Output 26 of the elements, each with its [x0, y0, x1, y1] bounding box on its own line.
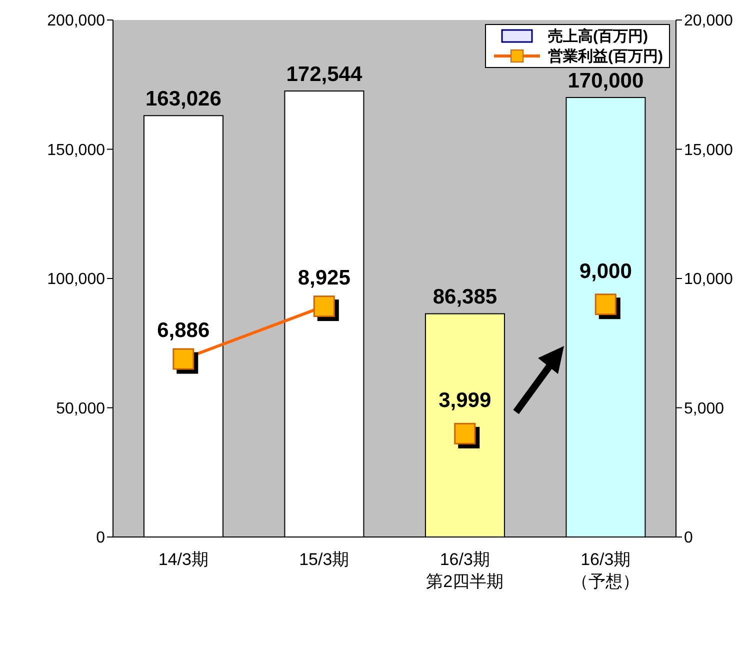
data-label: 163,026: [146, 88, 222, 111]
y-tick-label: 100,000: [47, 271, 106, 288]
point: [454, 422, 476, 444]
y2-tick-label: 5,000: [684, 400, 724, 418]
x-tick-label: 14/3期: [158, 550, 208, 569]
y2-tick-label: 0: [684, 530, 693, 547]
data-label: 9,000: [579, 260, 632, 283]
data-label: 8,925: [298, 266, 351, 290]
y2-tick-label: 20,000: [684, 12, 734, 30]
x-tick-label: 16/3期第2四半期: [426, 550, 504, 591]
y-tick-label: 150,000: [47, 142, 106, 159]
y-tick-label: 50,000: [56, 400, 106, 418]
y2-tick-label: 10,000: [684, 271, 734, 288]
data-label: 6,886: [157, 318, 210, 342]
y2-tick-label: 15,000: [684, 142, 734, 159]
data-label: 3,999: [438, 389, 492, 412]
data-label: 172,544: [286, 62, 362, 86]
data-label: 86,385: [432, 286, 498, 309]
x-tick-label: 15/3期: [299, 550, 350, 569]
point: [594, 294, 616, 316]
y-tick-label: 0: [96, 530, 106, 547]
text: 売上高(百万円): [548, 26, 648, 46]
legend-label: 営業利益(百万円): [548, 46, 663, 66]
data-label: 170,000: [568, 70, 644, 93]
x-tick-label: 16/3期（予想）: [572, 550, 640, 591]
y-tick-label: 200,000: [47, 12, 106, 30]
